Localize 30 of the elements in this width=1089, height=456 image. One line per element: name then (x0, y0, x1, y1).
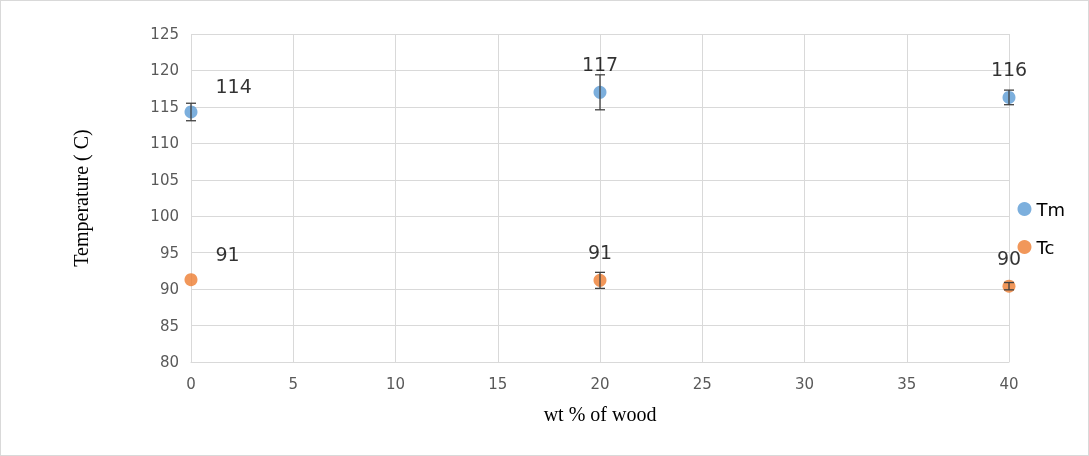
data-label: 91 (215, 242, 240, 265)
point (184, 273, 198, 287)
y-tick-label: 105 (150, 170, 179, 189)
legend-label: Tm (1035, 198, 1065, 220)
y-tick-label: 110 (150, 134, 179, 153)
y-tick-label: 80 (159, 353, 179, 371)
x-tick-label: 0 (186, 374, 196, 393)
y-tick-label: 90 (159, 280, 179, 299)
legend-label: Tc (1035, 236, 1055, 258)
data-label: 117 (581, 53, 619, 76)
y-tick-label: 95 (159, 243, 179, 262)
y-tick-label: 85 (159, 316, 179, 335)
data-label: 91 (587, 241, 613, 264)
y-tick-label: 100 (150, 207, 179, 226)
x-tick-label: 5 (288, 374, 299, 393)
x-tick-label: 40 (999, 374, 1019, 393)
y-tick-label: 115 (150, 97, 179, 116)
x-tick-label: 25 (692, 374, 712, 393)
x-tick-label: 35 (897, 374, 917, 393)
x-tick-label: 30 (794, 374, 815, 393)
x-axis-title: wt % of wood (543, 403, 657, 425)
data-label: 90 (996, 247, 1022, 270)
y-tick-label: 120 (150, 61, 179, 80)
data-label: 114 (215, 74, 252, 97)
y-tick-label: 125 (150, 25, 179, 43)
data-label: 116 (990, 58, 1028, 81)
x-tick-label: 20 (590, 374, 610, 393)
x-tick-label: 10 (385, 374, 406, 393)
y-axis-title: Temperature ( C) (70, 129, 93, 267)
x-tick-label: 15 (488, 374, 508, 393)
